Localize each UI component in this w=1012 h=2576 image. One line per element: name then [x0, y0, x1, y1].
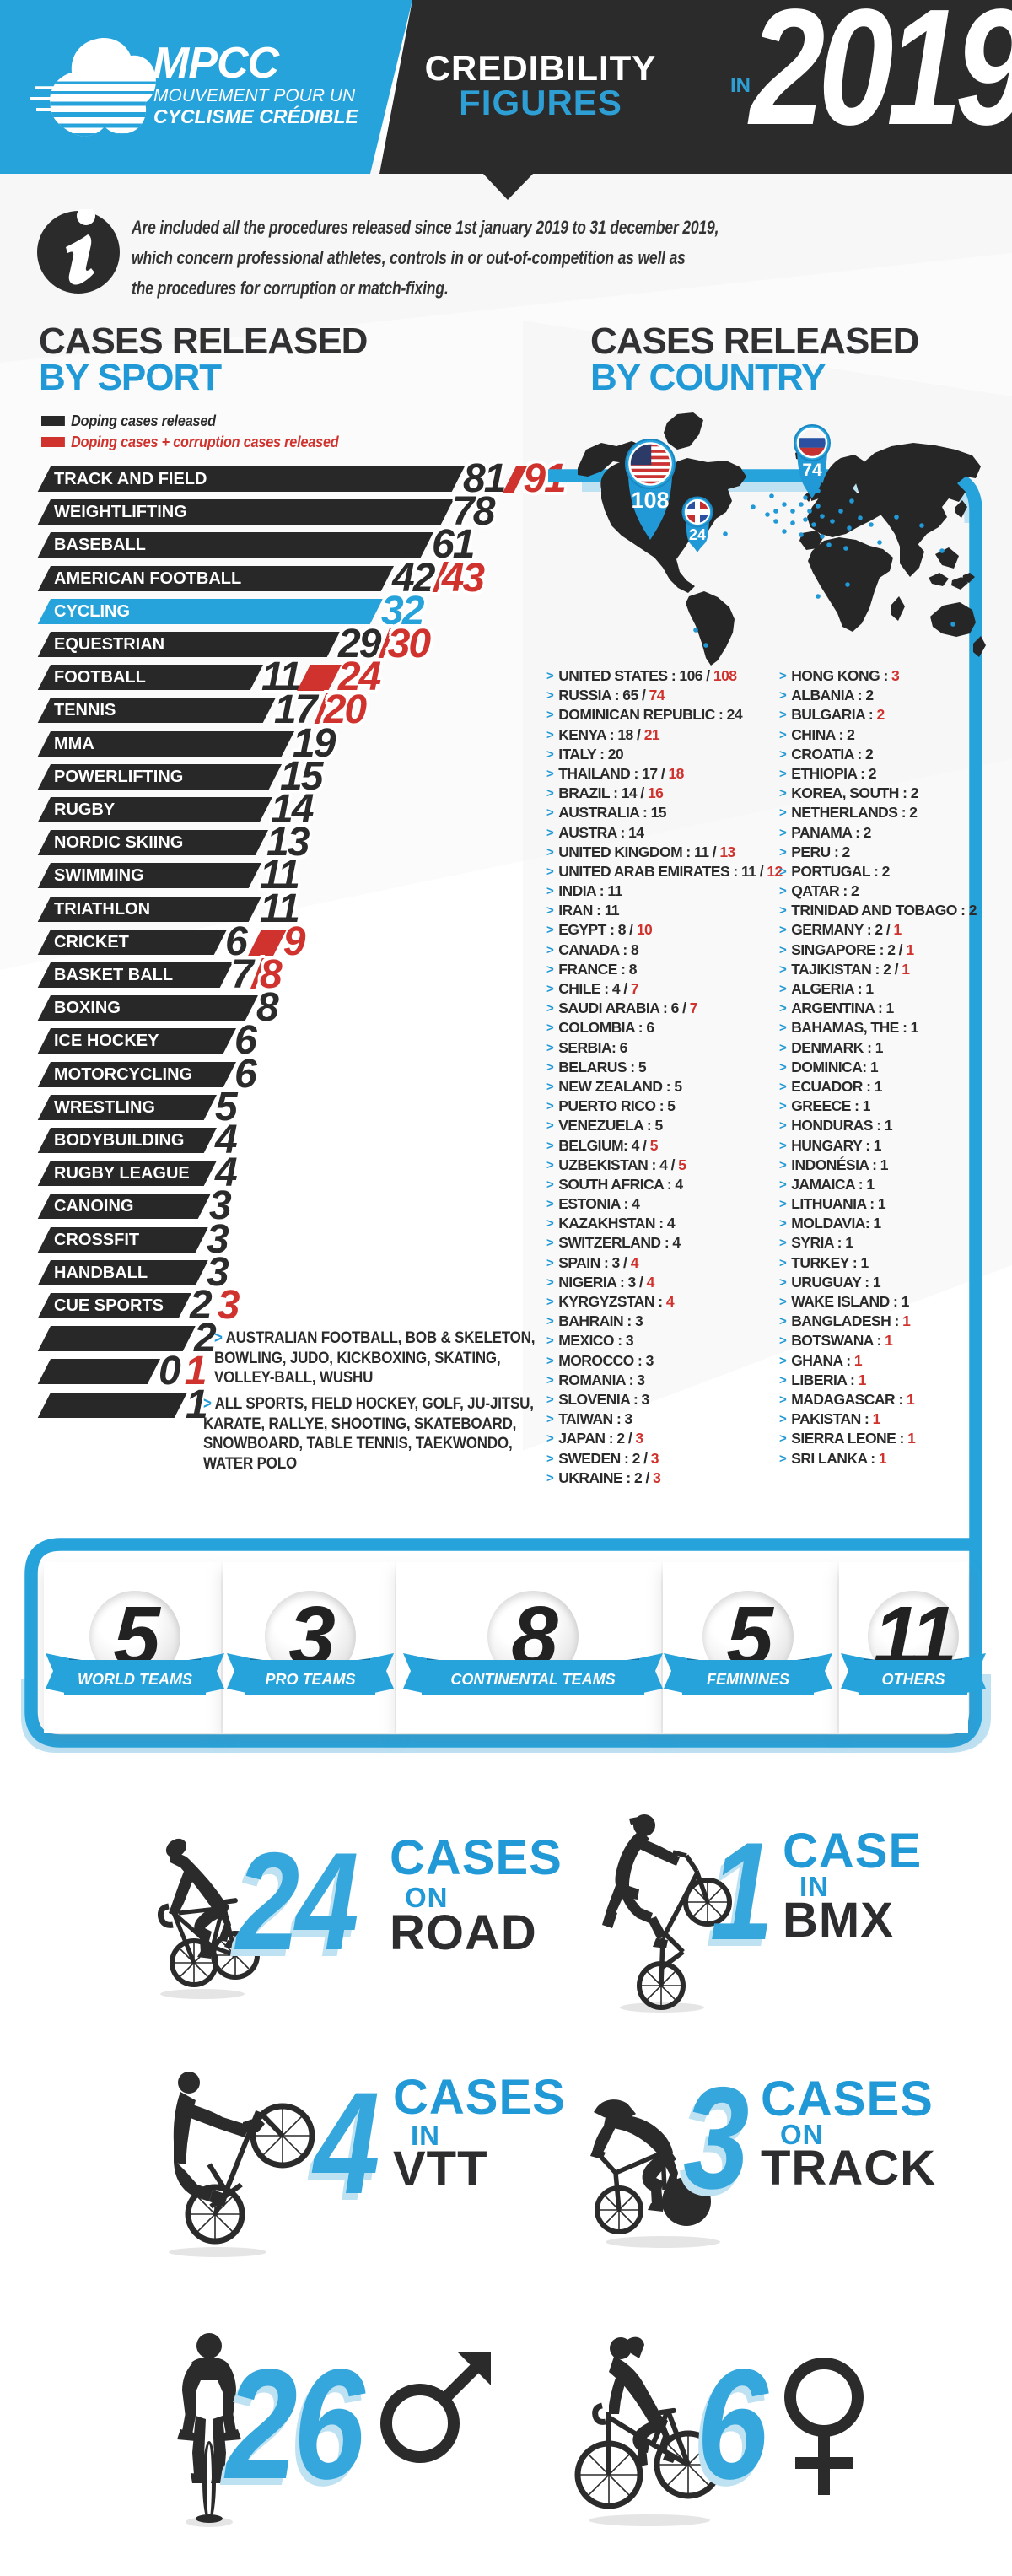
svg-text:WORLD TEAMS: WORLD TEAMS [78, 1671, 192, 1688]
svg-text:OTHERS: OTHERS [881, 1671, 945, 1688]
svg-text:CONTINENTAL TEAMS: CONTINENTAL TEAMS [450, 1671, 615, 1688]
svg-text:MOUVEMENT POUR UN: MOUVEMENT POUR UN [153, 86, 356, 105]
svg-text:CYCLISME CRÉDIBLE: CYCLISME CRÉDIBLE [153, 105, 358, 127]
svg-text:MPCC: MPCC [153, 39, 281, 88]
svg-text:108: 108 [631, 488, 669, 513]
svg-text:74: 74 [802, 461, 822, 480]
svg-text:24: 24 [689, 526, 706, 543]
svg-text:PRO TEAMS: PRO TEAMS [265, 1671, 355, 1688]
svg-text:FEMININES: FEMININES [707, 1671, 789, 1688]
